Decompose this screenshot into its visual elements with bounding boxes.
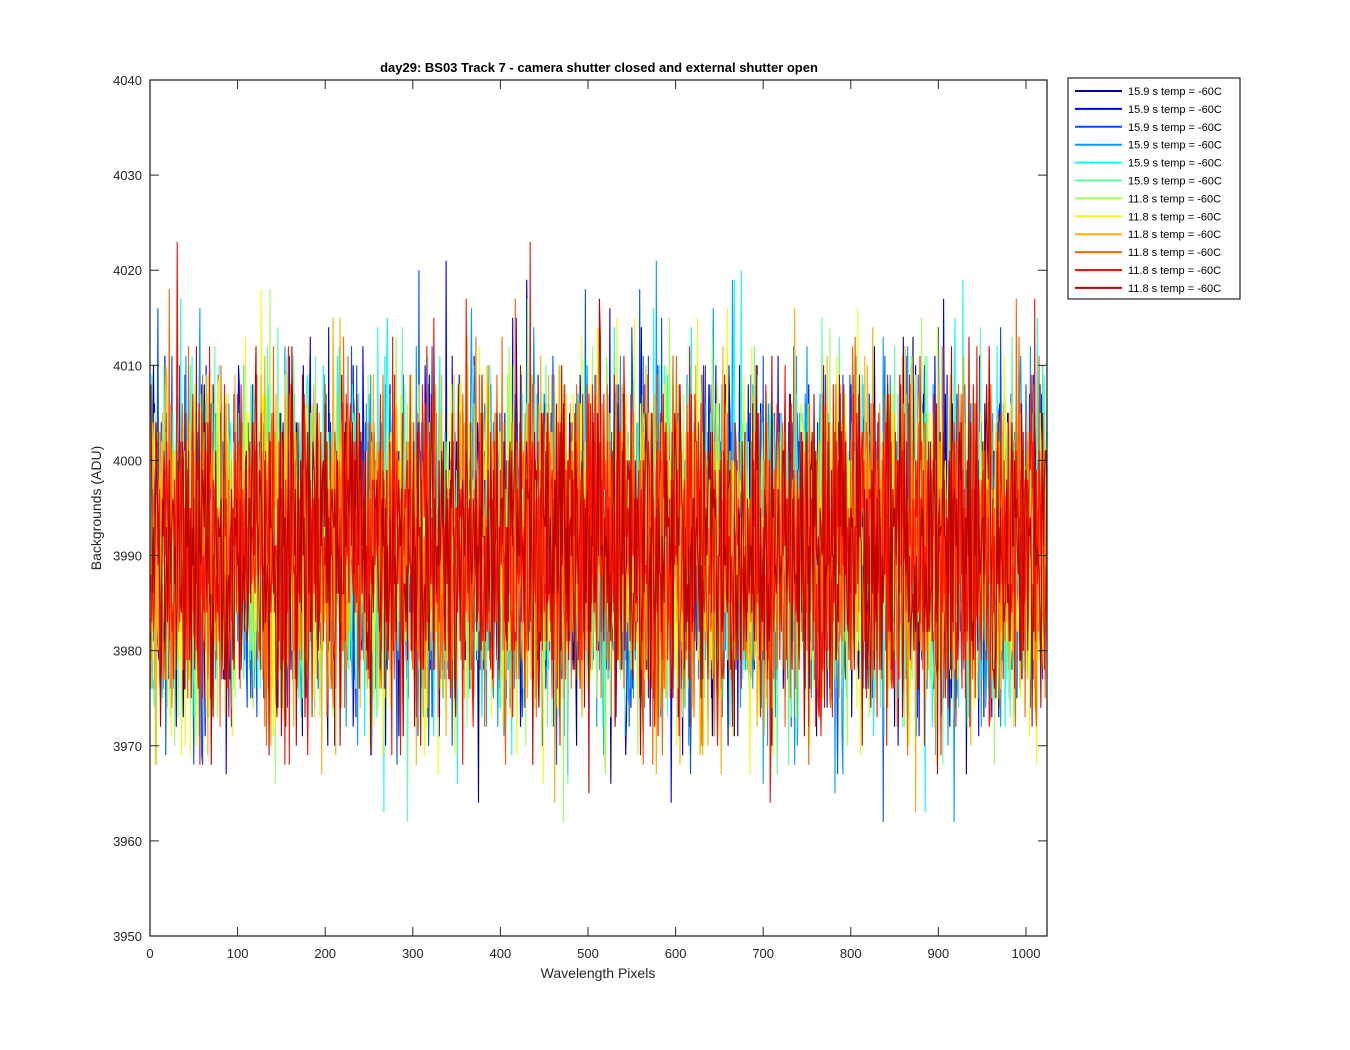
x-tick-label: 300 [402, 946, 424, 961]
legend-label-8: 11.8 s temp = -60C [1128, 211, 1221, 223]
chart-title: day29: BS03 Track 7 - camera shutter clo… [380, 60, 818, 75]
x-tick-label: 800 [840, 946, 862, 961]
y-tick-label: 4030 [113, 168, 142, 183]
series-line-12 [150, 298, 1048, 794]
axes-box [149, 79, 1048, 937]
series-layer [150, 241, 1048, 822]
x-tick-label: 700 [752, 946, 774, 961]
x-axis-label: Wavelength Pixels [541, 965, 656, 981]
y-tick-label: 4040 [113, 73, 142, 88]
legend: 15.9 s temp = -60C 15.9 s temp = -60C 15.9… [1067, 77, 1241, 300]
legend-items: 15.9 s temp = -60C 15.9 s temp = -60C 15.9… [1075, 86, 1222, 295]
x-tick-label: 200 [314, 946, 336, 961]
legend-label-3: 15.9 s temp = -60C [1128, 122, 1222, 134]
x-tick-label: 500 [577, 946, 599, 961]
y-tick-label: 3980 [113, 644, 142, 659]
y-tick-label: 3950 [113, 929, 142, 944]
legend-label-12: 11.8 s temp = -60C [1128, 283, 1221, 295]
legend-box [1067, 77, 1241, 300]
x-axis: 0 100 200 300 400 500 600 700 800 900 1000 [146, 80, 1040, 961]
x-tick-label: 100 [227, 946, 249, 961]
y-tick-label: 3970 [113, 739, 142, 754]
x-tick-label: 400 [490, 946, 512, 961]
y-tick-label: 4000 [113, 453, 142, 468]
legend-label-5: 15.9 s temp = -60C [1128, 158, 1222, 170]
x-tick-label: 600 [665, 946, 687, 961]
x-tick-label: 0 [146, 946, 153, 961]
legend-label-1: 15.9 s temp = -60C [1128, 86, 1222, 98]
x-tick-label: 1000 [1012, 946, 1041, 961]
legend-label-2: 15.9 s temp = -60C [1128, 104, 1222, 116]
y-tick-label: 4010 [113, 358, 142, 373]
y-tick-label: 4020 [113, 263, 142, 278]
legend-label-9: 11.8 s temp = -60C [1128, 229, 1221, 241]
legend-label-7: 11.8 s temp = -60C [1128, 193, 1221, 205]
y-axis-label: Backgrounds (ADU) [88, 446, 104, 571]
y-axis: 3950 3960 3970 3980 3990 4000 4010 4020 4030 4040 [113, 73, 1047, 944]
legend-label-4: 15.9 s temp = -60C [1128, 140, 1222, 152]
legend-label-10: 11.8 s temp = -60C [1128, 247, 1221, 259]
legend-label-6: 15.9 s temp = -60C [1128, 176, 1222, 188]
y-tick-label: 3960 [113, 834, 142, 849]
y-tick-label: 3990 [113, 549, 142, 564]
legend-label-11: 11.8 s temp = -60C [1128, 265, 1221, 277]
x-tick-label: 900 [928, 946, 950, 961]
